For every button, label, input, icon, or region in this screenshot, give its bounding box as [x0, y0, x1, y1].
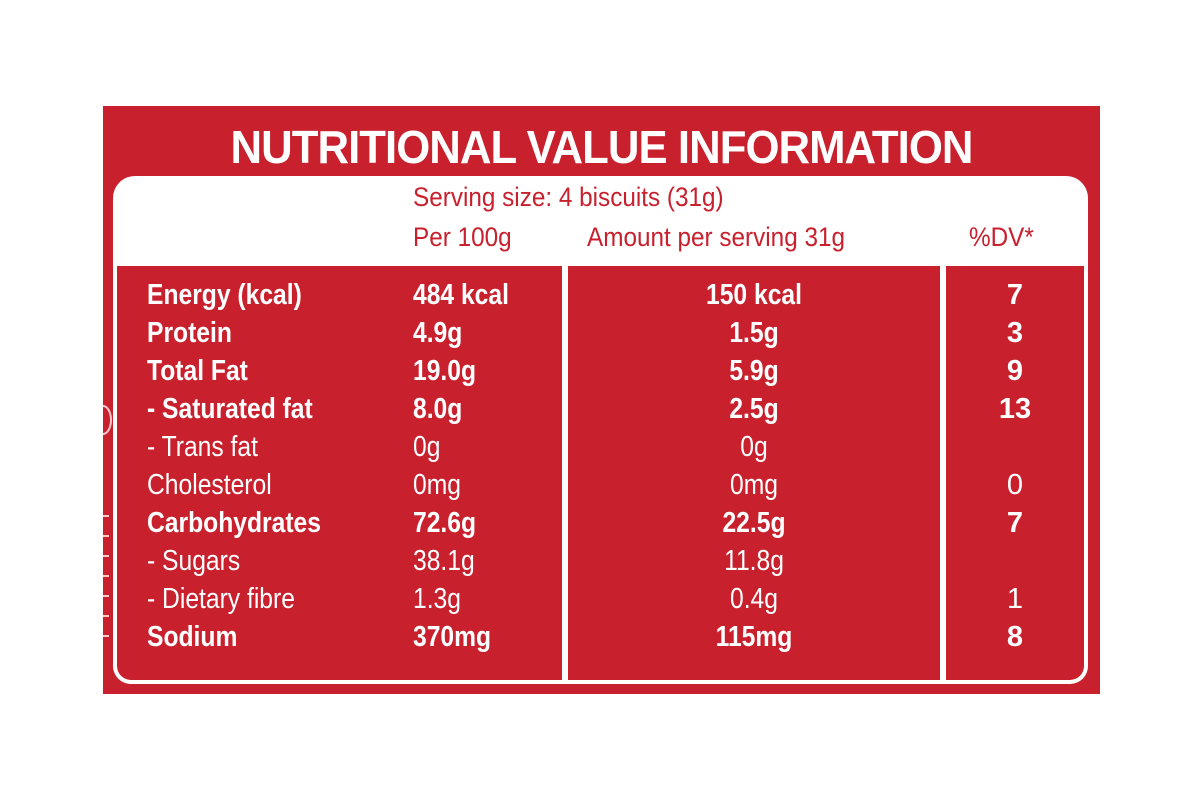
edge-print-marks — [103, 405, 112, 637]
per-serving-value: 2.5g — [729, 393, 779, 425]
nutrient-name: Sodium — [147, 621, 238, 653]
nutrient-name: Carbohydrates — [147, 507, 321, 539]
nutrient-name: - Saturated fat — [147, 393, 313, 425]
dv-column-panel — [942, 266, 1088, 684]
nutrient-name: - Dietary fibre — [147, 583, 295, 615]
label-title: NUTRITIONAL VALUE INFORMATION — [230, 121, 973, 173]
table-row: - Sugars 38.1g 11.8g — [113, 542, 1088, 580]
per100-value: 8.0g — [413, 393, 463, 425]
per100-value: 72.6g — [413, 507, 477, 539]
table-row: - Dietary fibre 1.3g 0.4g 1 — [113, 580, 1088, 618]
dv-value: 8 — [1006, 621, 1024, 653]
column-header-per-serving: Amount per serving 31g — [587, 222, 846, 252]
per100-value: 19.0g — [413, 355, 477, 387]
nutrient-name: Total Fat — [147, 355, 248, 387]
table-row: Energy (kcal) 484 kcal 150 kcal 7 — [113, 276, 1088, 314]
per-serving-value: 22.5g — [722, 507, 786, 539]
per100-value: 0g — [413, 431, 441, 463]
table-row: - Trans fat 0g 0g — [113, 428, 1088, 466]
nutrient-name: Protein — [147, 317, 232, 349]
serving-size: Serving size: 4 biscuits (31g) — [413, 182, 724, 212]
dv-value: 0 — [1006, 469, 1024, 501]
nutrition-label: NUTRITIONAL VALUE INFORMATION Serving si… — [103, 106, 1100, 694]
table-body: Energy (kcal) 484 kcal 150 kcal 7 Protei… — [113, 266, 1088, 688]
per-serving-value: 115mg — [715, 621, 793, 653]
per100-value: 484 kcal — [413, 279, 509, 311]
per-serving-value: 5.9g — [729, 355, 779, 387]
per-serving-value: 0.4g — [730, 583, 778, 615]
dv-value: 3 — [1006, 317, 1024, 349]
dv-value: 1 — [1006, 583, 1024, 615]
per-serving-value: 0mg — [730, 469, 778, 501]
nutrient-name: - Sugars — [147, 545, 241, 577]
nutrient-name: Cholesterol — [147, 469, 272, 501]
table-row: Carbohydrates 72.6g 22.5g 7 — [113, 504, 1088, 542]
per-serving-value: 150 kcal — [706, 279, 802, 311]
per-serving-value: 0g — [740, 431, 768, 463]
dv-value: 7 — [1006, 507, 1024, 539]
dv-value: 13 — [998, 393, 1032, 425]
per100-value: 4.9g — [413, 317, 463, 349]
per100-value: 38.1g — [413, 545, 475, 577]
per100-value: 0mg — [413, 469, 461, 501]
table-row: Sodium 370mg 115mg 8 — [113, 618, 1088, 656]
per-serving-column-panel — [564, 266, 944, 684]
dv-value: 7 — [1006, 279, 1024, 311]
column-header-dv: %DV* — [969, 222, 1034, 252]
per100-value: 1.3g — [413, 583, 461, 615]
column-header-per100g: Per 100g — [413, 222, 512, 252]
nutrient-name: - Trans fat — [147, 431, 258, 463]
nutrient-name: Energy (kcal) — [147, 279, 302, 311]
per-serving-value: 1.5g — [729, 317, 779, 349]
per100-value: 370mg — [413, 621, 492, 653]
table-row: Protein 4.9g 1.5g 3 — [113, 314, 1088, 352]
table-row: Cholesterol 0mg 0mg 0 — [113, 466, 1088, 504]
dv-value: 9 — [1006, 355, 1024, 387]
table-row: - Saturated fat 8.0g 2.5g 13 — [113, 390, 1088, 428]
table-row: Total Fat 19.0g 5.9g 9 — [113, 352, 1088, 390]
per-serving-value: 11.8g — [724, 545, 784, 577]
